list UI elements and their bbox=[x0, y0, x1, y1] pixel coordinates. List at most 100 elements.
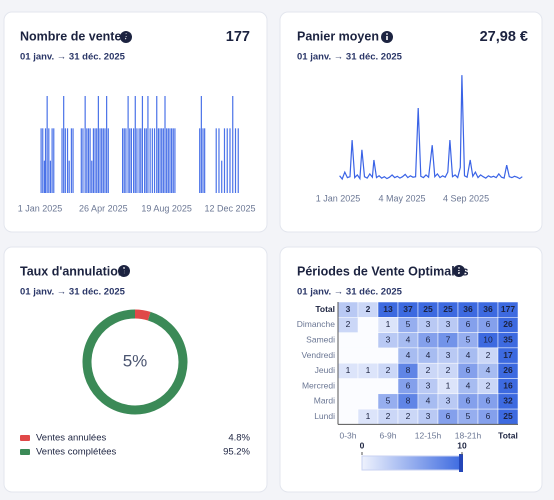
cell-value: 5 bbox=[466, 411, 471, 421]
legend-value: 95.2% bbox=[223, 447, 250, 458]
bar bbox=[218, 128, 220, 193]
card-title: Périodes de Vente Optimales bbox=[297, 264, 469, 278]
bar bbox=[87, 128, 90, 193]
bar bbox=[106, 96, 108, 193]
cell-value: 3 bbox=[426, 411, 431, 421]
cell-value: 6 bbox=[486, 396, 491, 406]
bar bbox=[91, 160, 93, 193]
cell-value: 4 bbox=[426, 350, 431, 360]
bar bbox=[94, 128, 96, 193]
card-subtitle: 01 janv. → 31 déc. 2025 bbox=[297, 52, 403, 63]
cell-value: 4 bbox=[466, 380, 471, 390]
empty-cell bbox=[358, 347, 378, 364]
cell-value: 6 bbox=[486, 411, 491, 421]
row-label: Dimanche bbox=[297, 319, 336, 329]
bar bbox=[166, 128, 168, 193]
legend-swatch bbox=[20, 449, 30, 455]
bar bbox=[130, 128, 133, 193]
bar bbox=[156, 96, 158, 193]
bar bbox=[40, 128, 42, 193]
bar bbox=[199, 128, 201, 193]
x-tick-label: Total bbox=[498, 431, 518, 441]
cell-value: 6 bbox=[466, 365, 471, 375]
cell-value: 2 bbox=[426, 365, 431, 375]
cell-value: 26 bbox=[503, 319, 513, 329]
cell-value: 3 bbox=[386, 335, 391, 345]
row-label: Mercredi bbox=[302, 380, 335, 390]
cell-value: 25 bbox=[423, 304, 433, 314]
bar bbox=[72, 128, 74, 193]
empty-cell bbox=[358, 317, 378, 333]
bar bbox=[223, 128, 226, 193]
bar bbox=[151, 128, 153, 193]
x-tick-label: 1 Jan 2025 bbox=[316, 193, 361, 203]
card-subtitle: 01 janv. → 31 déc. 2025 bbox=[297, 287, 403, 298]
cell-value: 6 bbox=[426, 335, 431, 345]
info-icon-i bbox=[123, 33, 460, 274]
colorbar-handle bbox=[459, 454, 463, 472]
bar bbox=[221, 160, 223, 193]
row-label: Samedi bbox=[306, 335, 335, 345]
donut-segment bbox=[134, 309, 151, 321]
cell-value: 1 bbox=[366, 365, 371, 375]
legend-swatch bbox=[20, 435, 30, 441]
bar bbox=[102, 128, 104, 193]
bar bbox=[136, 128, 138, 193]
bar bbox=[200, 96, 202, 193]
cell-value: 6 bbox=[486, 319, 491, 329]
bar bbox=[144, 128, 146, 193]
cell-value: 25 bbox=[503, 411, 513, 421]
cell-value: 10 bbox=[483, 335, 493, 345]
bar bbox=[61, 128, 63, 193]
donut-segment bbox=[82, 309, 188, 415]
bar bbox=[138, 128, 140, 193]
bar bbox=[167, 128, 169, 193]
empty-cell bbox=[338, 378, 358, 394]
card-subtitle: 01 janv. → 31 déc. 2025 bbox=[20, 52, 126, 63]
cell-value: 2 bbox=[346, 319, 351, 329]
card bbox=[279, 11, 543, 233]
cell-value: 177 bbox=[501, 304, 515, 314]
bar bbox=[43, 160, 46, 193]
colorbar bbox=[361, 455, 463, 471]
bar bbox=[232, 96, 234, 193]
cell-value: 2 bbox=[446, 365, 451, 375]
cell-value: 1 bbox=[446, 380, 451, 390]
cell-value: 3 bbox=[346, 304, 351, 314]
cell-value: 13 bbox=[383, 304, 393, 314]
empty-cell bbox=[338, 332, 358, 348]
bar bbox=[157, 128, 159, 193]
bar bbox=[96, 128, 98, 193]
card-subtitle: 01 janv. → 31 déc. 2025 bbox=[20, 287, 126, 298]
cell-value: 35 bbox=[503, 335, 513, 345]
cell-value: 4 bbox=[466, 350, 471, 360]
bar bbox=[104, 128, 106, 193]
bar bbox=[129, 128, 131, 193]
cell-value: 3 bbox=[426, 380, 431, 390]
bar bbox=[162, 128, 164, 193]
card-title: Panier moyen bbox=[297, 29, 379, 43]
row-label: Vendredi bbox=[301, 350, 335, 360]
x-tick-label: 19 Aug 2025 bbox=[141, 203, 192, 213]
cell-value: 8 bbox=[406, 396, 411, 406]
empty-cell bbox=[338, 347, 358, 364]
bar bbox=[53, 128, 55, 193]
cell-value: 5 bbox=[466, 335, 471, 345]
row-label: Mardi bbox=[314, 396, 335, 406]
cell-value: 4 bbox=[406, 350, 411, 360]
bar bbox=[134, 96, 136, 193]
cell-value: 36 bbox=[463, 304, 473, 314]
bar bbox=[202, 128, 204, 193]
bar bbox=[86, 128, 88, 193]
cell-value: 32 bbox=[503, 396, 513, 406]
bar bbox=[174, 128, 176, 193]
empty-cell bbox=[358, 378, 378, 394]
empty-cell bbox=[338, 409, 358, 425]
cell-value: 2 bbox=[386, 365, 391, 375]
bar bbox=[140, 128, 142, 193]
bar bbox=[204, 128, 206, 193]
bar bbox=[66, 128, 69, 193]
card-title: Taux d'annulation bbox=[20, 264, 126, 278]
